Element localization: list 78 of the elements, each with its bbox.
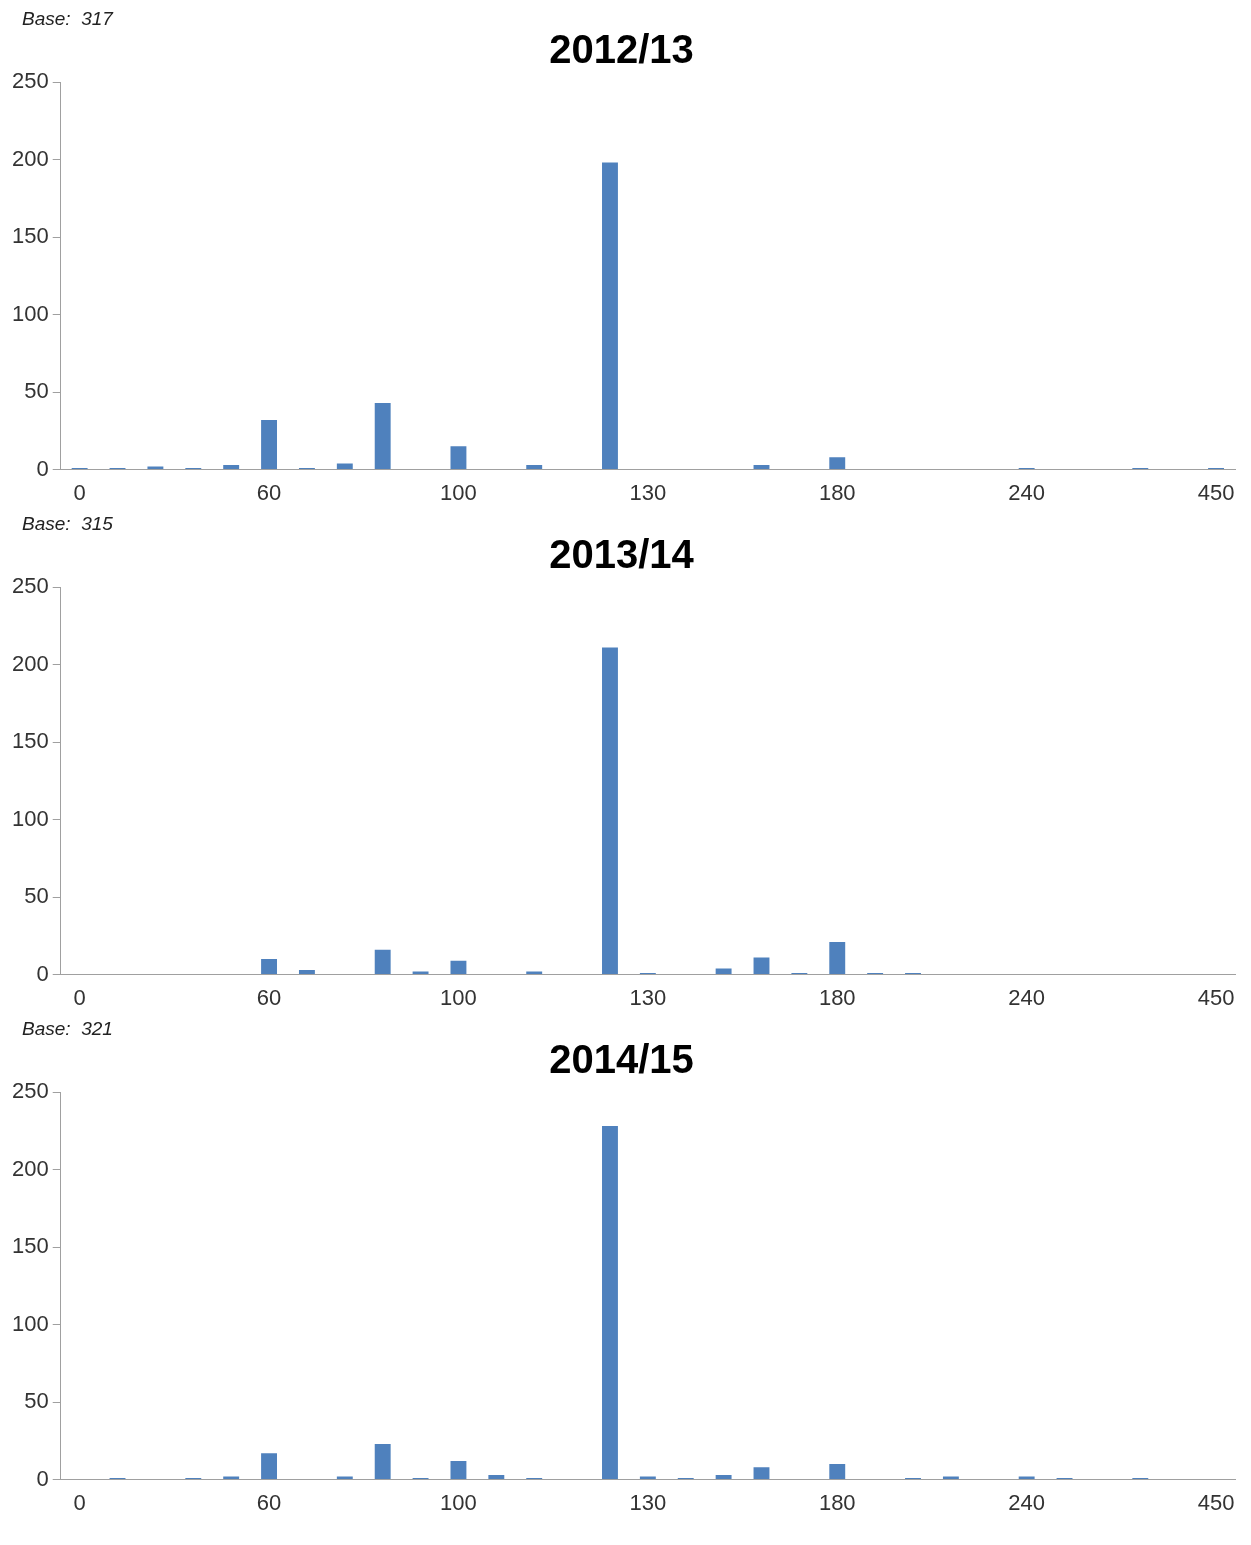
- x-tick-label: 180: [818, 479, 856, 505]
- chart-title: 2014/15: [549, 1037, 694, 1082]
- bar: [147, 466, 164, 470]
- x-tick-label: 240: [1008, 479, 1046, 505]
- bar: [715, 1474, 732, 1480]
- bar: [261, 1453, 277, 1480]
- x-tick-label: 0: [73, 1489, 86, 1515]
- bar: [829, 942, 846, 975]
- bar: [602, 647, 618, 975]
- y-tick-label: 0: [36, 455, 49, 481]
- y-tick-label: 150: [11, 1233, 49, 1259]
- x-tick-label: 450: [1197, 984, 1235, 1010]
- x-tick-label: 130: [629, 984, 667, 1010]
- x-tick-label: 0: [73, 984, 86, 1010]
- bar: [829, 457, 846, 470]
- x-tick-label: 0: [73, 479, 86, 505]
- y-tick-label: 250: [11, 1078, 49, 1104]
- y-tick-label: 100: [11, 300, 49, 326]
- bar: [261, 959, 277, 975]
- bar: [412, 971, 429, 975]
- y-tick-label: 250: [11, 573, 49, 599]
- bar: [223, 1476, 240, 1480]
- y-tick-label: 200: [11, 1155, 49, 1181]
- bar: [602, 1126, 618, 1480]
- x-tick-label: 240: [1008, 1489, 1046, 1515]
- text: Base: 315: [22, 513, 113, 535]
- bar: [374, 402, 391, 470]
- bar: [639, 1476, 656, 1480]
- bar: [374, 1443, 391, 1480]
- bar: [526, 464, 543, 470]
- bar: [1018, 1476, 1035, 1480]
- x-tick-label: 450: [1197, 479, 1235, 505]
- bar: [374, 949, 391, 975]
- x-tick-label: 60: [256, 984, 282, 1010]
- bar: [450, 1461, 467, 1480]
- y-tick-label: 150: [11, 728, 49, 754]
- bar: [753, 957, 770, 975]
- x-tick-label: 100: [440, 1489, 477, 1515]
- y-tick-label: 0: [36, 1465, 49, 1491]
- bar: [715, 968, 732, 975]
- bar: [450, 446, 467, 470]
- x-tick-label: 60: [256, 1489, 282, 1515]
- y-tick-label: 50: [24, 1388, 49, 1414]
- bar: [336, 463, 353, 470]
- chart-title: 2013/14: [549, 532, 695, 577]
- bar: [450, 960, 467, 975]
- bar: [829, 1464, 846, 1480]
- bar: [753, 464, 770, 470]
- y-tick-label: 0: [36, 960, 49, 986]
- bar: [942, 1476, 959, 1480]
- y-tick-label: 150: [11, 223, 49, 249]
- x-tick-label: 100: [440, 984, 477, 1010]
- bar: [602, 162, 618, 470]
- bar: [298, 969, 315, 975]
- y-tick-label: 50: [24, 378, 49, 404]
- x-tick-label: 130: [629, 479, 667, 505]
- bar: [753, 1467, 770, 1480]
- chart-title: 2012/13: [549, 27, 694, 72]
- bar: [223, 464, 240, 470]
- x-tick-label: 450: [1197, 1489, 1235, 1515]
- x-tick-label: 100: [440, 479, 477, 505]
- x-tick-label: 130: [629, 1489, 667, 1515]
- x-tick-label: 60: [256, 479, 282, 505]
- x-tick-label: 180: [818, 984, 856, 1010]
- y-tick-label: 50: [24, 883, 49, 909]
- bar: [526, 971, 543, 975]
- y-tick-label: 200: [11, 145, 49, 171]
- y-tick-label: 250: [11, 68, 49, 94]
- y-tick-label: 100: [11, 805, 49, 831]
- bar: [261, 419, 277, 470]
- x-tick-label: 180: [818, 1489, 856, 1515]
- text: Base: 317: [22, 8, 113, 30]
- bar: [336, 1476, 353, 1480]
- y-tick-label: 100: [11, 1310, 49, 1336]
- bar: [488, 1474, 505, 1480]
- text: Base: 321: [22, 1018, 113, 1040]
- x-tick-label: 240: [1008, 984, 1046, 1010]
- y-tick-label: 200: [11, 650, 49, 676]
